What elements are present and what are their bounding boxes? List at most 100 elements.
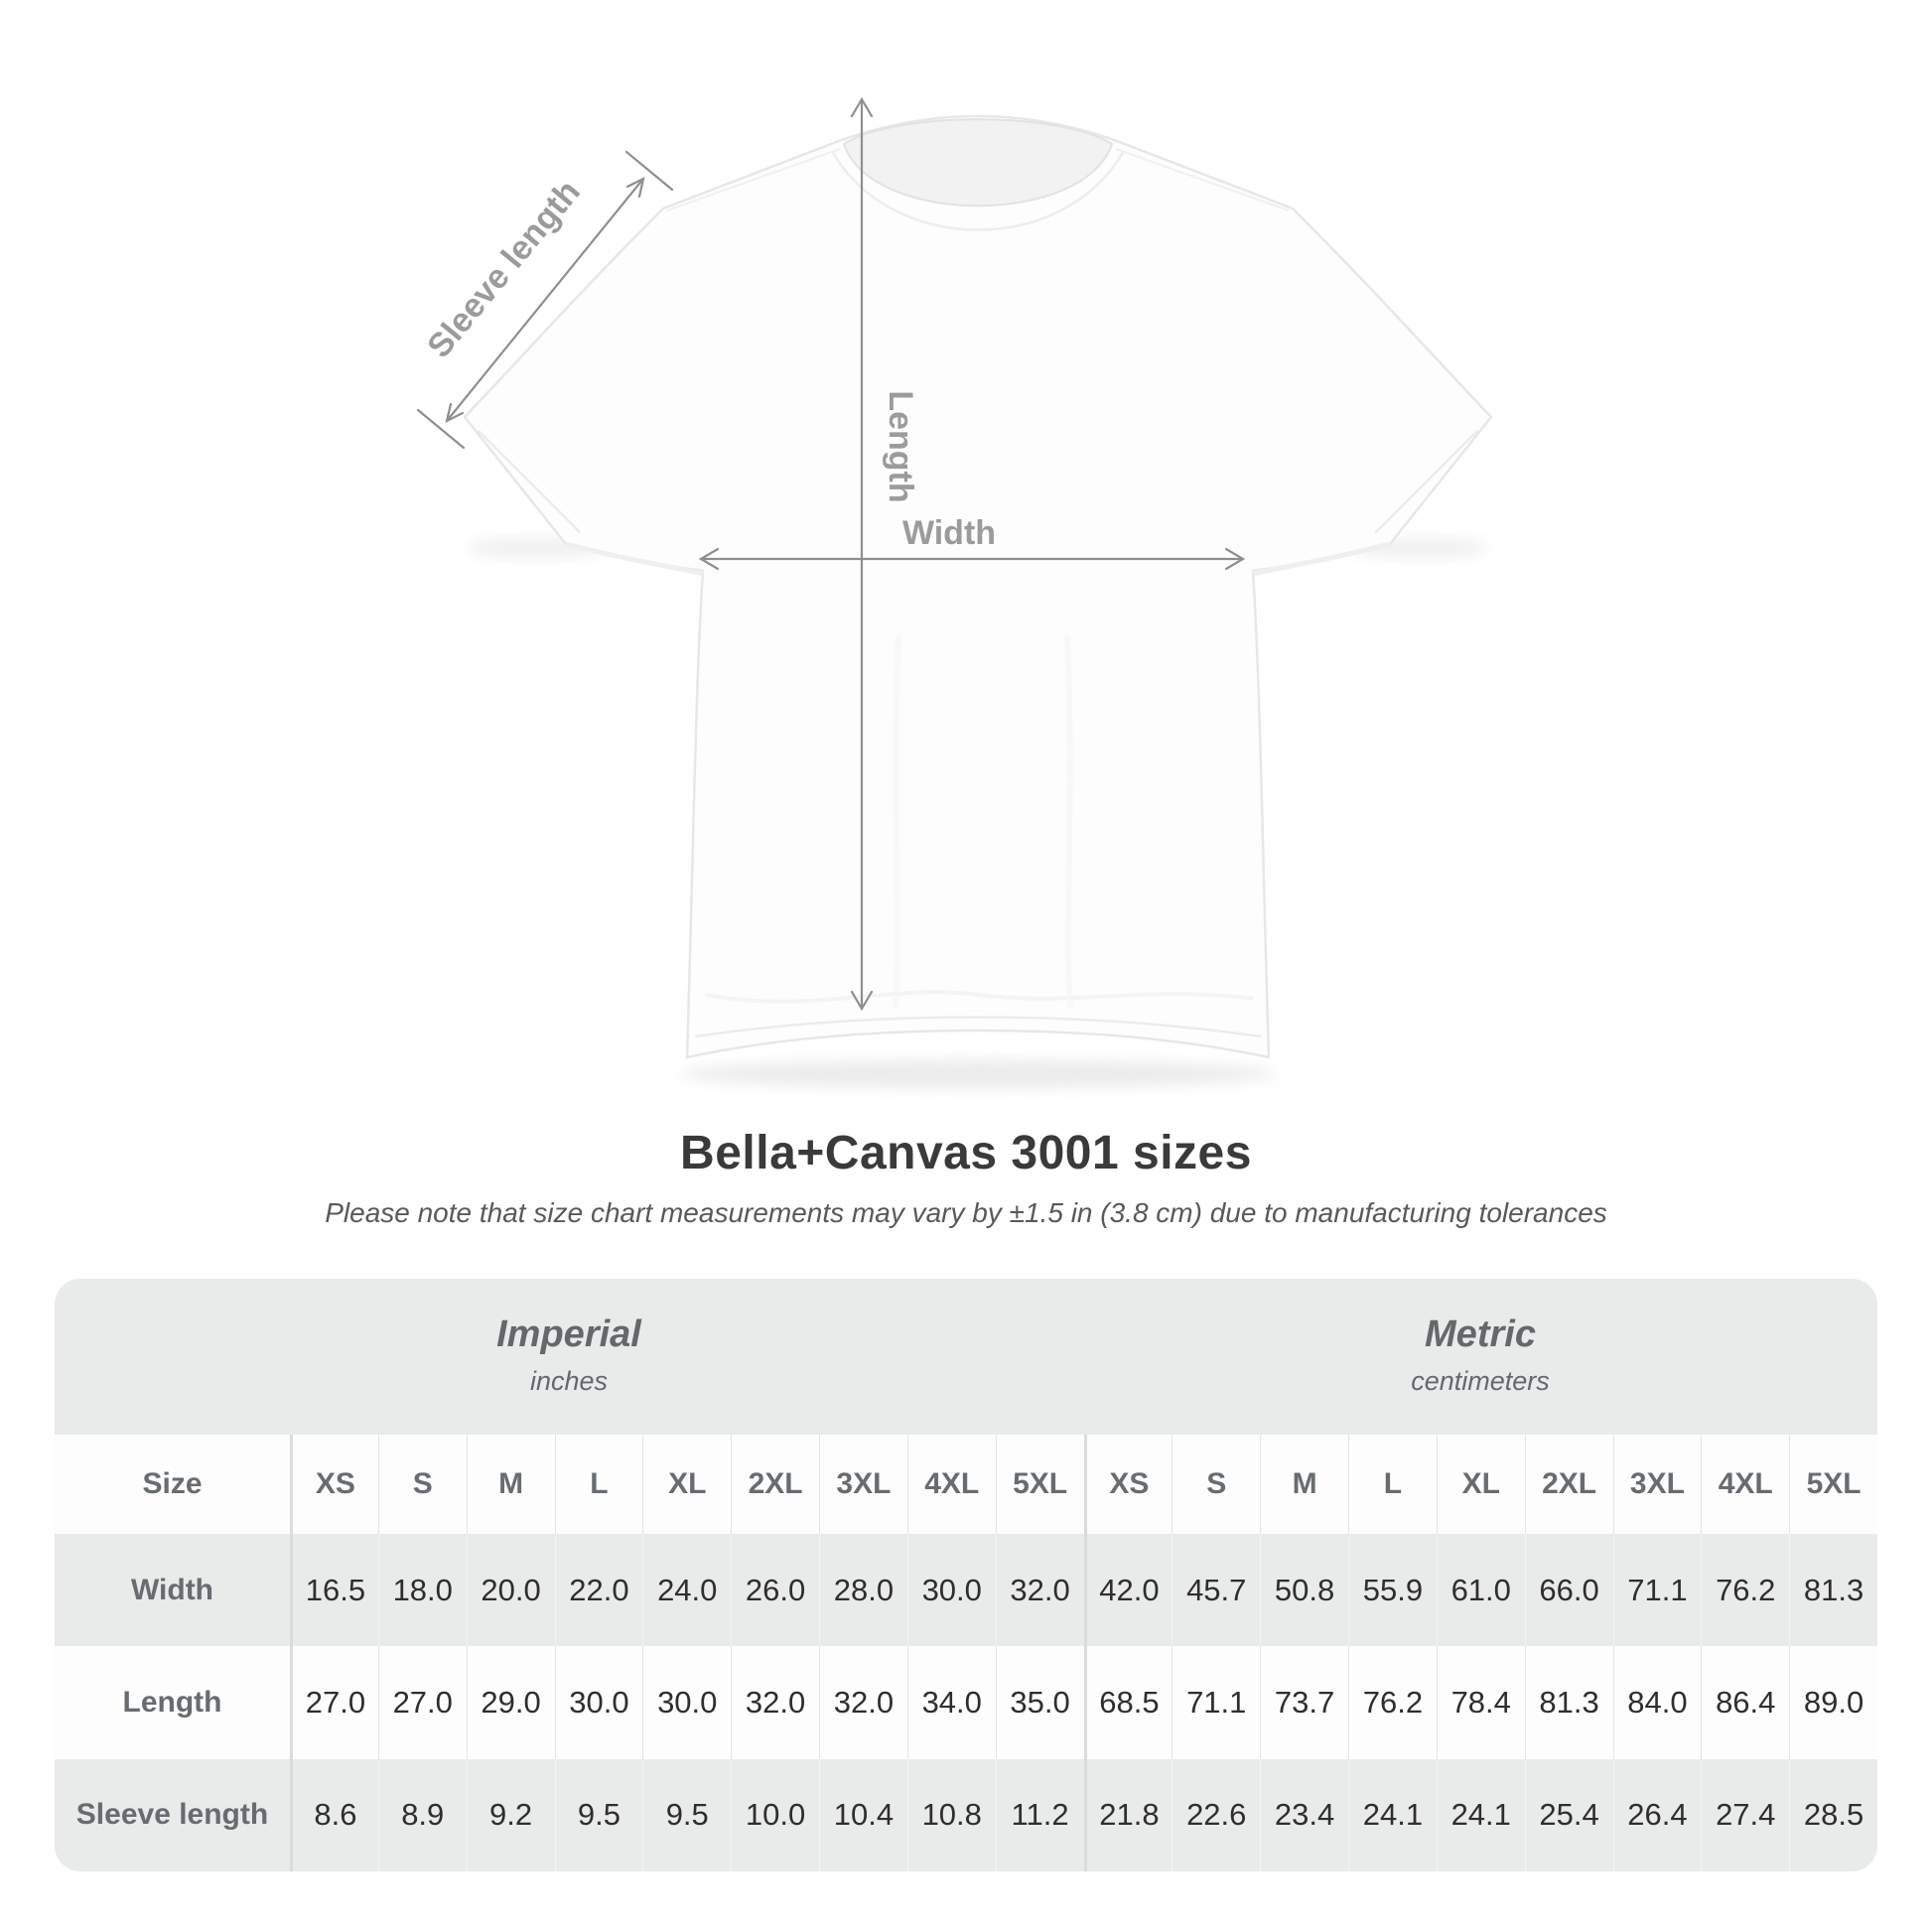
measurement-value-cell: 34.0 [906,1646,996,1759]
measurement-value-cell: 66.0 [1524,1534,1613,1647]
table-row: Sleeve length 8.6 8.9 9.2 9.5 9.5 10.0 10.4 10.8… [55,1758,1877,1871]
unit-group-title: Metric [1425,1312,1536,1355]
measurement-value-cell: 20.0 [466,1534,555,1647]
tshirt-diagram: Sleeve length Length Width [416,96,1493,1088]
sleeve-length-arrow [416,150,674,450]
measurement-value-cell: 21.8 [1083,1758,1173,1871]
size-col-header: 2XL [1524,1435,1613,1534]
size-col-header: 5XL [1789,1435,1877,1534]
size-col-header: 3XL [819,1435,907,1534]
size-header-row: Size XS S M L XL 2XL 3XL 4XL 5XL XS S M L XL 2XL 3XL 4XL 5… [55,1435,1877,1534]
dimension-arrows [416,96,1246,1012]
measurement-value-cell: 42.0 [1083,1534,1173,1647]
left-cuff-seam [478,430,582,534]
size-table: Imperial inches Metric centimeters Size XS S M L… [55,1279,1877,1871]
size-col-header: M [466,1435,555,1534]
measurement-value-cell: 32.0 [995,1534,1084,1647]
measurement-value-cell: 9.2 [466,1758,555,1871]
measurement-value-cell: 26.4 [1612,1758,1702,1871]
size-col-header: XS [1083,1435,1173,1534]
size-col-header: XL [642,1435,731,1534]
shirt-shadow [680,1060,1276,1088]
row-label: Width [130,1573,214,1606]
measurement-value-cell: 84.0 [1612,1646,1702,1759]
measurement-value-cell: 30.0 [554,1646,643,1759]
size-col-header: M [1260,1435,1348,1534]
measurement-value-cell: 89.0 [1789,1646,1877,1759]
measurement-value-cell: 24.1 [1436,1758,1525,1871]
measurement-value-cell: 16.5 [290,1534,378,1647]
measurement-value-cell: 10.8 [906,1758,996,1871]
size-col-header: 3XL [1612,1435,1702,1534]
measurement-value-cell: 55.9 [1348,1534,1437,1647]
unit-group-subtitle: centimeters [1411,1365,1550,1396]
measurement-value-cell: 76.2 [1348,1646,1437,1759]
measurement-value-cell: 30.0 [906,1534,996,1647]
row-label: Sleeve length [75,1798,269,1832]
width-arrow [698,547,1246,571]
measurement-value-cell: 78.4 [1436,1646,1525,1759]
measurement-value-cell: 11.2 [995,1758,1084,1871]
measurement-value-cell: 29.0 [466,1646,555,1759]
table-row: Width 16.5 18.0 20.0 22.0 24.0 26.0 28.0 30.0 32.… [55,1534,1877,1647]
size-col-header: 4XL [906,1435,996,1534]
measurement-value-cell: 9.5 [554,1758,643,1871]
row-label: Length [122,1685,222,1719]
measurement-value-cell: 8.9 [377,1758,467,1871]
size-col-header: S [377,1435,467,1534]
width-label: Width [902,514,996,552]
measurement-value-cell: 22.0 [554,1534,643,1647]
measurement-value-cell: 50.8 [1260,1534,1348,1647]
unit-group-subtitle: inches [529,1365,609,1396]
measurement-value-cell: 68.5 [1083,1646,1173,1759]
measurement-value-cell: 22.6 [1172,1758,1260,1871]
measurement-value-cell: 27.0 [290,1646,378,1759]
length-arrow [850,96,874,1012]
page-title: Bella+Canvas 3001 sizes [680,1127,1252,1179]
measurement-value-cell: 27.4 [1701,1758,1789,1871]
size-col-header: XS [290,1435,378,1534]
tolerance-note: Please note that size chart measurements… [325,1197,1607,1228]
tshirt-illustration [463,114,1493,1059]
measurement-value-cell: 26.0 [731,1534,819,1647]
collar-opening [842,118,1114,207]
size-col-header: S [1172,1435,1260,1534]
measurement-value-cell: 9.5 [642,1758,731,1871]
size-col-header: XL [1436,1435,1525,1534]
measurement-value-cell: 23.4 [1260,1758,1348,1871]
unit-group-title: Imperial [496,1312,641,1355]
size-header-label: Size [142,1467,203,1500]
tshirt-outline [463,114,1493,1059]
right-cuff-seam [1374,430,1478,534]
hem-seam [694,1016,1262,1038]
table-row: Length 27.0 27.0 29.0 30.0 30.0 32.0 32.0 34.0 35… [55,1646,1877,1759]
measurement-value-cell: 18.0 [377,1534,467,1647]
measurement-value-cell: 45.7 [1172,1534,1260,1647]
measurement-value-cell: 27.0 [377,1646,467,1759]
measurement-value-cell: 71.1 [1172,1646,1260,1759]
measurement-value-cell: 24.0 [642,1534,731,1647]
size-col-header: 5XL [995,1435,1084,1534]
size-col-header: 2XL [731,1435,819,1534]
measurement-value-cell: 30.0 [642,1646,731,1759]
unit-group-imperial: Imperial inches [55,1279,1083,1435]
measurement-value-cell: 81.3 [1789,1534,1877,1647]
measurement-value-cell: 61.0 [1436,1534,1525,1647]
measurement-value-cell: 28.5 [1789,1758,1877,1871]
measurement-value-cell: 76.2 [1701,1534,1789,1647]
length-label: Length [882,390,919,502]
measurement-value-cell: 8.6 [290,1758,378,1871]
measurement-value-cell: 71.1 [1612,1534,1702,1647]
measurement-value-cell: 25.4 [1524,1758,1613,1871]
measurement-value-cell: 81.3 [1524,1646,1613,1759]
size-col-header: L [1348,1435,1437,1534]
size-col-header: L [554,1435,643,1534]
measurement-value-cell: 10.0 [731,1758,819,1871]
measurement-value-cell: 32.0 [731,1646,819,1759]
measurement-value-cell: 32.0 [819,1646,907,1759]
measurement-value-cell: 35.0 [995,1646,1084,1759]
measurement-value-cell: 86.4 [1701,1646,1789,1759]
measurement-value-cell: 28.0 [819,1534,907,1647]
measurement-value-cell: 24.1 [1348,1758,1437,1871]
